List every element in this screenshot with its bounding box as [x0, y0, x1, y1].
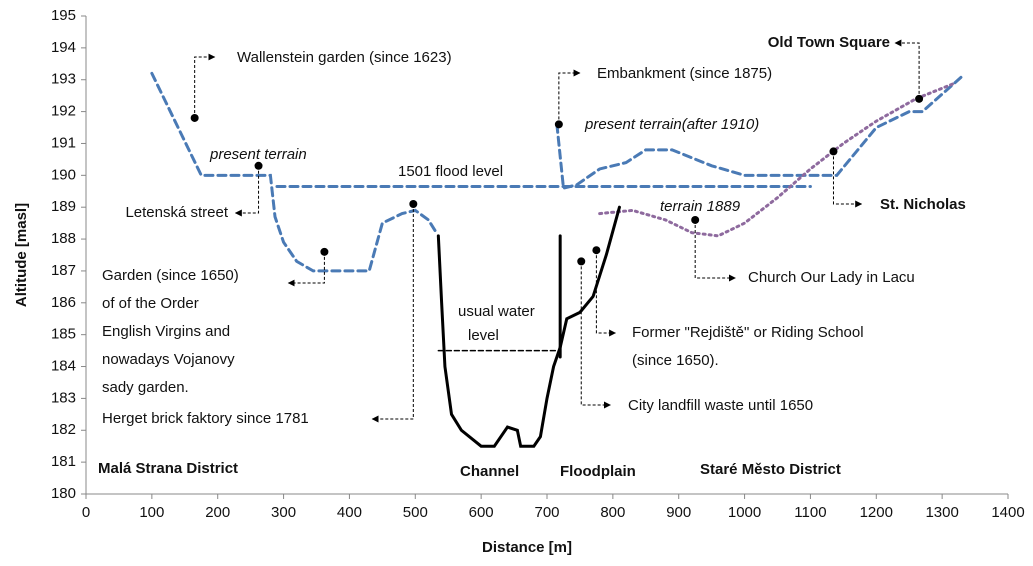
series-line [598, 81, 957, 238]
annotation-label: St. Nicholas [880, 196, 966, 213]
y-tick-label: 186 [51, 294, 76, 311]
y-tick-label: 191 [51, 134, 76, 151]
y-axis-label: Altitude [masl] [13, 203, 30, 307]
annotation-label: City landfill waste until 1650 [628, 397, 813, 414]
x-tick-label: 900 [666, 504, 691, 521]
annotation-arrow [595, 250, 617, 337]
x-tick-label: 1100 [794, 504, 826, 521]
annotation-label: Old Town Square [768, 34, 890, 51]
annotation-dot [254, 161, 263, 170]
series-label: level [468, 327, 499, 344]
y-tick-label: 187 [51, 262, 76, 279]
x-tick-label: 1000 [728, 504, 761, 521]
series-label: terrain 1889 [660, 198, 741, 215]
annotation-label: Herget brick faktory since 1781 [102, 410, 309, 427]
series-line [150, 71, 438, 273]
annotation-arrow [832, 151, 863, 208]
x-tick-label: 800 [600, 504, 625, 521]
annotation-dot [190, 113, 199, 122]
x-tick-label: 1300 [925, 504, 958, 521]
series-line [436, 205, 621, 448]
y-tick-label: 184 [51, 358, 76, 375]
annotation-arrow [580, 261, 611, 409]
x-tick-label: 0 [82, 504, 90, 521]
series-label: 1501 flood level [398, 163, 503, 180]
annotation-dot [554, 120, 563, 129]
annotation-label: sady garden. [102, 379, 189, 396]
series-label: present terrain [209, 146, 307, 163]
series-label: usual water [458, 303, 535, 320]
annotation-label: Embankment (since 1875) [597, 65, 772, 82]
annotation-label: Wallenstein garden (since 1623) [237, 49, 452, 66]
y-tick-label: 190 [51, 166, 76, 183]
region-label: Staré Město District [700, 461, 841, 478]
annotation-label: nowadays Vojanovy [102, 351, 235, 368]
annotation-label: English Virgins and [102, 323, 230, 340]
x-tick-label: 500 [403, 504, 428, 521]
series-line [555, 75, 964, 190]
annotation-label: (since 1650). [632, 352, 719, 369]
annotation-arrow [894, 39, 920, 99]
annotation-arrow [371, 204, 414, 423]
x-tick-label: 100 [139, 504, 164, 521]
x-tick-label: 400 [337, 504, 362, 521]
annotation-dot [592, 246, 601, 255]
annotation-label: Garden (since 1650) [102, 267, 239, 284]
annotation-label: Letenská street [125, 204, 228, 221]
y-tick-label: 193 [51, 71, 76, 88]
annotation-label: Church Our Lady in Lacu [748, 269, 915, 286]
annotation-arrow [558, 69, 581, 125]
annotation-dot [915, 94, 924, 103]
x-tick-label: 1400 [991, 504, 1024, 521]
y-tick-label: 192 [51, 103, 76, 120]
annotation-dot [577, 257, 586, 266]
x-tick-label: 300 [271, 504, 296, 521]
y-tick-label: 182 [51, 421, 76, 438]
annotation-arrow [194, 53, 216, 118]
x-tick-label: 600 [469, 504, 494, 521]
annotation-arrow [287, 251, 325, 287]
region-label: Floodplain [560, 463, 636, 480]
series-label: present terrain(after 1910) [584, 116, 759, 133]
x-axis-label: Distance [m] [482, 539, 572, 556]
annotation-dot [829, 147, 838, 156]
y-tick-label: 195 [51, 7, 76, 24]
x-tick-label: 1200 [860, 504, 893, 521]
x-tick-label: 700 [534, 504, 559, 521]
y-tick-label: 194 [51, 39, 76, 56]
y-tick-label: 183 [51, 389, 76, 406]
annotation-dot [691, 215, 700, 224]
y-tick-label: 188 [51, 230, 76, 247]
annotation-arrow [694, 219, 736, 282]
y-tick-label: 181 [51, 453, 76, 470]
y-tick-label: 185 [51, 326, 76, 343]
annotation-label: of of the Order [102, 295, 199, 312]
y-tick-label: 189 [51, 198, 76, 215]
annotation-label: Former "Rejdiště" or Riding School [632, 324, 864, 341]
x-tick-label: 200 [205, 504, 230, 521]
annotation-dot [409, 200, 418, 209]
annotation-arrow [234, 165, 260, 217]
y-tick-label: 180 [51, 485, 76, 502]
region-label: Malá Strana District [98, 460, 238, 477]
region-label: Channel [460, 463, 519, 480]
annotation-dot [320, 247, 329, 256]
